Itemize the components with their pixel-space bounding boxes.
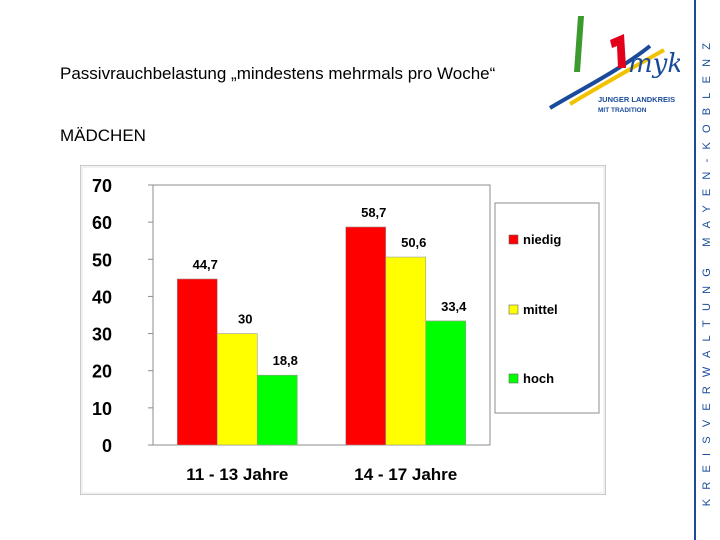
legend: niedig mittel hoch <box>494 202 600 414</box>
data-label: 58,7 <box>361 205 386 220</box>
data-label: 18,8 <box>273 353 298 368</box>
legend-swatch <box>508 373 519 384</box>
logo-swoosh-yellow <box>568 48 665 106</box>
chart-frame-shadow <box>81 166 605 494</box>
x-tick-label: 11 - 13 Jahre <box>186 465 288 484</box>
logo-swoosh-blue <box>548 44 652 110</box>
bar <box>385 256 427 446</box>
y-tick-label: 50 <box>92 250 112 270</box>
logo-swoosh-green <box>574 16 584 72</box>
slide-subtitle: MÄDCHEN <box>60 126 146 145</box>
legend-swatch <box>508 304 519 315</box>
slide-title: Passivrauchbelastung „mindestens mehrmal… <box>60 64 496 83</box>
y-tick-label: 0 <box>102 436 112 456</box>
landkreis-logo: myk JUNGER LANDKREIS MIT TRADITION <box>548 16 680 114</box>
y-tick-label: 20 <box>92 362 112 382</box>
data-label: 50,6 <box>401 235 426 250</box>
y-tick-label: 70 <box>92 176 112 196</box>
logo-line1: JUNGER LANDKREIS <box>598 95 675 104</box>
y-tick-label: 30 <box>92 325 112 345</box>
y-tick-label: 60 <box>92 213 112 233</box>
plot-area: 0 10 20 30 40 50 60 70 44,7 30 18,8 11 - 13 Jahre 58… <box>92 176 491 484</box>
bar-chart: 0 10 20 30 40 50 60 70 44,7 30 18,8 11 - 13 Jahre 58… <box>80 165 606 495</box>
data-label: 44,7 <box>193 257 218 272</box>
y-tick-label: 40 <box>92 287 112 307</box>
bar <box>345 226 387 446</box>
side-band <box>694 0 720 540</box>
legend-label: hoch <box>523 371 554 386</box>
data-label: 33,4 <box>441 299 467 314</box>
data-label: 30 <box>238 312 252 327</box>
logo-figure-red <box>610 34 626 68</box>
bar <box>176 278 218 446</box>
y-tick-label: 10 <box>92 399 112 419</box>
legend-label: niedig <box>523 232 561 247</box>
side-vertical-text: KREISVERWALTUNG MAYEN-KOBLENZ <box>701 33 713 507</box>
bar <box>256 374 298 446</box>
logo-script: myk <box>628 49 680 79</box>
bar <box>425 320 467 446</box>
bar <box>216 333 258 446</box>
x-tick-label: 14 - 17 Jahre <box>354 465 457 484</box>
legend-swatch <box>508 234 519 245</box>
logo-line2: MIT TRADITION <box>598 107 647 114</box>
legend-label: mittel <box>523 302 558 317</box>
